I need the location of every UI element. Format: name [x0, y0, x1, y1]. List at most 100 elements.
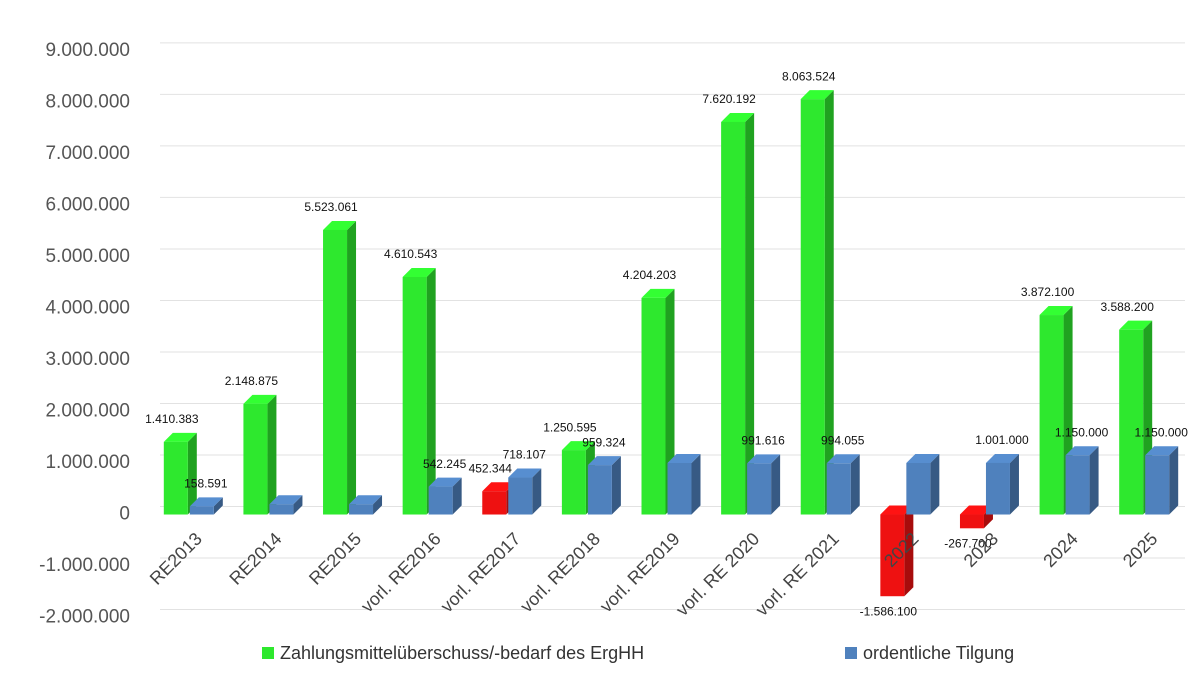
data-label: 2.148.875: [225, 374, 279, 388]
bar-top: [880, 505, 914, 515]
bar-top: [508, 468, 542, 478]
bar-top: [428, 477, 462, 487]
data-label: 4.610.543: [384, 247, 438, 261]
bar-top: [1065, 446, 1099, 456]
bar: [561, 450, 586, 515]
x-tick-label: RE2014: [225, 529, 285, 589]
bar-side: [187, 432, 197, 515]
data-label: 959.324: [582, 435, 626, 449]
bar: [880, 514, 905, 597]
data-label: 3.872.100: [1021, 285, 1075, 299]
bar: [906, 463, 931, 515]
data-label: 1.250.595: [543, 420, 597, 434]
data-label: 1.001.000: [975, 433, 1029, 447]
bar-top: [482, 482, 516, 492]
bar-side: [426, 268, 436, 515]
data-label: 158.591: [184, 477, 228, 491]
bar: [163, 441, 188, 515]
y-tick-label: -2.000.000: [39, 607, 130, 628]
data-label: -267.700: [944, 536, 992, 550]
bar-top: [587, 456, 621, 466]
bar-side: [771, 454, 781, 515]
data-label: 991.616: [741, 434, 785, 448]
bar: [587, 465, 612, 515]
y-tick-label: 1.000.000: [45, 452, 130, 473]
y-tick-label: 9.000.000: [45, 40, 130, 61]
bar-top: [243, 394, 277, 404]
bar-side: [850, 454, 860, 515]
data-label: 994.055: [821, 433, 865, 447]
bar-top: [747, 454, 781, 464]
y-tick-label: 7.000.000: [45, 143, 130, 164]
data-label: 7.620.192: [702, 92, 756, 106]
bar: [959, 514, 984, 529]
y-tick-label: 6.000.000: [45, 194, 130, 215]
bar: [428, 486, 453, 515]
legend-label: ordentliche Tilgung: [863, 643, 1014, 663]
data-label: 1.410.383: [145, 412, 199, 426]
y-tick-label: 3.000.000: [45, 349, 130, 370]
data-label: 5.523.061: [304, 200, 358, 214]
bar: [747, 463, 772, 515]
bar-top: [402, 268, 436, 278]
bar: [1145, 455, 1170, 515]
y-tick-label: 5.000.000: [45, 246, 130, 267]
data-label: -1.586.100: [860, 604, 918, 618]
x-tick-label: 2023: [960, 529, 1002, 571]
y-tick-label: 0: [119, 504, 130, 525]
bar-top: [163, 432, 197, 442]
data-label: 542.245: [423, 457, 467, 471]
data-label: 3.588.200: [1100, 300, 1154, 314]
data-label: 1.150.000: [1055, 425, 1109, 439]
bar: [402, 277, 427, 515]
bar-top: [906, 454, 940, 463]
legend-swatch: [845, 647, 857, 659]
bar-top: [667, 454, 701, 463]
bar: [800, 99, 825, 515]
bar-side: [373, 495, 383, 515]
x-tick-label: vorl. RE 2021: [752, 529, 843, 620]
bar-top: [800, 90, 834, 100]
bar-side: [267, 394, 277, 515]
bar-top: [1119, 320, 1153, 330]
bar: [985, 462, 1010, 515]
y-tick-label: 4.000.000: [45, 297, 130, 318]
data-label: 718.107: [503, 448, 547, 462]
bar: [243, 403, 268, 515]
bar-side: [930, 454, 940, 515]
x-tick-label: 2025: [1119, 529, 1161, 571]
bar-top: [349, 495, 383, 505]
data-label: 8.063.524: [782, 69, 836, 83]
x-tick-label: vorl. RE2016: [357, 529, 445, 617]
x-tick-label: RE2015: [305, 529, 365, 589]
bar-top: [1145, 446, 1179, 456]
y-tick-label: 8.000.000: [45, 91, 130, 112]
bar: [508, 477, 533, 515]
bar-side: [745, 112, 755, 515]
bar: [349, 504, 374, 515]
bar: [1119, 329, 1144, 515]
bar-top: [1039, 306, 1073, 316]
bar-side: [293, 495, 303, 515]
y-tick-label: 2.000.000: [45, 401, 130, 422]
bar: [269, 504, 294, 515]
bar-side: [824, 90, 834, 515]
x-tick-label: vorl. RE2019: [596, 529, 684, 617]
legend-swatch: [262, 647, 274, 659]
bar-side: [904, 505, 914, 597]
bar: [1039, 315, 1064, 515]
bar-side: [532, 468, 542, 515]
bar: [482, 491, 507, 515]
bar: [826, 463, 851, 515]
bar-top: [721, 112, 755, 122]
data-label: 452.344: [469, 461, 513, 475]
x-tick-label: 2024: [1039, 529, 1081, 571]
bar-side: [1089, 446, 1099, 515]
bar-side: [452, 477, 462, 515]
bar-side: [665, 288, 675, 515]
bar-top: [269, 495, 303, 505]
bar-side: [347, 220, 357, 515]
bar-top: [189, 497, 223, 507]
bar-side: [213, 497, 223, 515]
